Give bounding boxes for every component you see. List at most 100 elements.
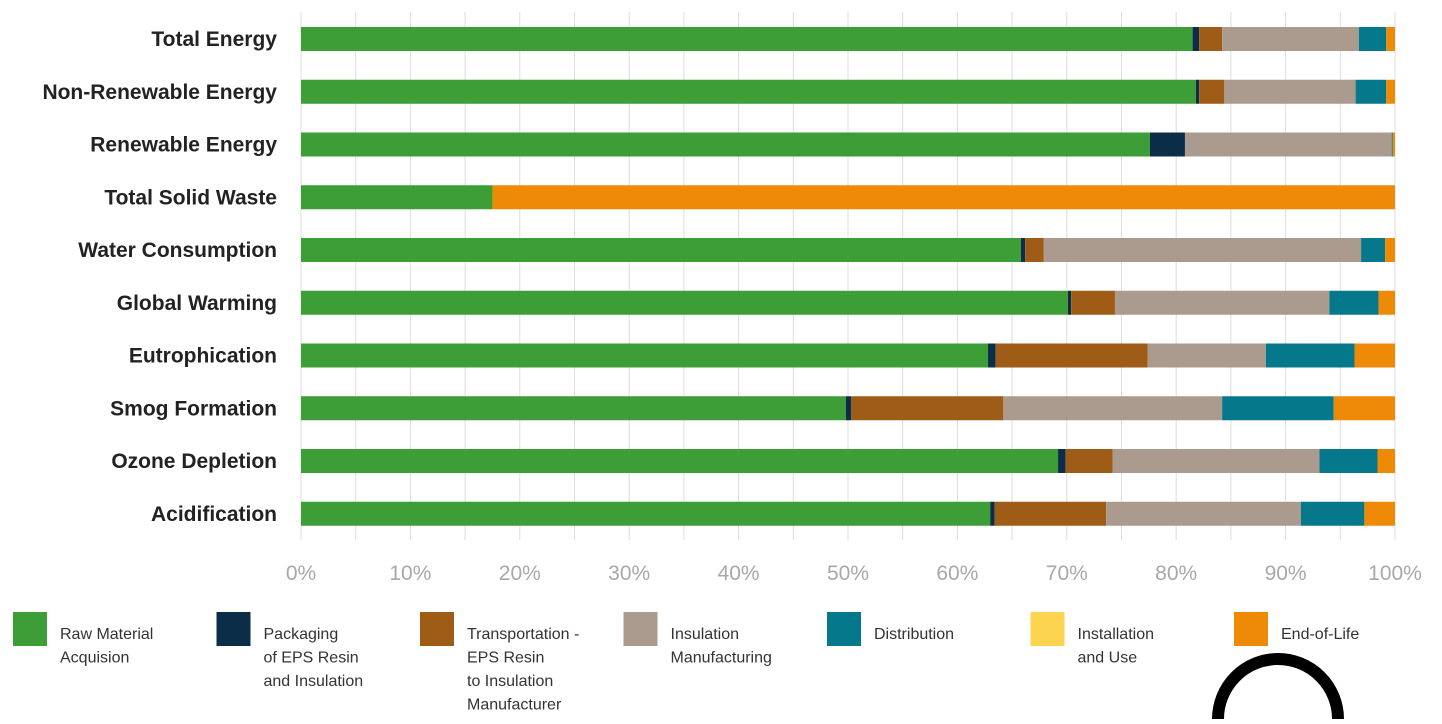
bar-segment <box>1329 290 1379 315</box>
bar-segment <box>1025 238 1044 262</box>
legend-label: Transportation - <box>467 626 579 643</box>
bar-segment <box>301 343 989 368</box>
x-tick-label: 60% <box>936 562 978 585</box>
bar-segment <box>1386 27 1395 51</box>
category-labels: Total Energy Non-Renewable Energy Renewabl… <box>42 28 277 526</box>
legend-label: End-of-Life <box>1281 626 1359 643</box>
x-axis-tick-labels: 0% 10% 20% 30% 40% 50% 60% 70% 80% 90% 100% <box>286 562 1422 585</box>
legend-label: Raw Material <box>60 626 153 643</box>
category-label: Eutrophication <box>129 345 277 368</box>
bar-segment <box>1392 132 1395 157</box>
bar-segment <box>988 343 996 368</box>
category-label: Water Consumption <box>78 239 277 262</box>
legend-label: Manufacturing <box>671 650 772 667</box>
bar-segment <box>1354 343 1395 368</box>
bar-segment <box>845 396 852 421</box>
legend-swatch <box>623 612 658 646</box>
bar-segment <box>301 132 1150 157</box>
bar-segment <box>1114 290 1330 315</box>
legend-label: Manufacturer <box>467 697 562 714</box>
bar-segment <box>301 501 991 526</box>
x-tick-label: 50% <box>827 562 869 585</box>
legend-swatch <box>1030 612 1065 646</box>
bar-segment <box>1377 449 1395 473</box>
legend-label: Packaging <box>264 626 339 643</box>
bar-segment <box>1106 501 1301 526</box>
legend-label: to Insulation <box>467 673 553 690</box>
bar-segment <box>994 501 1107 526</box>
decoration <box>1212 653 1344 720</box>
category-label: Non-Renewable Energy <box>42 81 277 104</box>
bar-segment <box>492 185 1395 210</box>
category-label: Ozone Depletion <box>111 450 277 473</box>
x-tick-label: 90% <box>1265 562 1307 585</box>
category-label: Acidification <box>151 503 277 526</box>
legend-item: Insulation Manufacturing <box>623 612 772 667</box>
category-label: Total Energy <box>151 28 277 51</box>
bar-segment <box>1199 79 1225 104</box>
x-tick-label: 20% <box>499 562 541 585</box>
legend-label: EPS Resin <box>467 650 544 667</box>
legend-swatch <box>827 612 861 646</box>
bar-segment <box>1199 27 1223 51</box>
legend-swatch <box>420 612 454 646</box>
bar-segment <box>1300 501 1365 526</box>
legend-item: End-of-Life <box>1234 612 1359 646</box>
bar-segment <box>301 27 1193 51</box>
bar-segment <box>1067 290 1072 315</box>
bar-segment <box>1003 396 1223 421</box>
bar-segment <box>1222 27 1359 51</box>
legend-swatch <box>13 612 47 646</box>
bar-segment <box>990 501 995 526</box>
bar-segment <box>1043 238 1362 262</box>
legend-label: and Insulation <box>264 673 364 690</box>
x-tick-label: 40% <box>718 562 760 585</box>
bar-segment <box>1385 238 1395 262</box>
bar-segment <box>1361 238 1386 262</box>
category-label: Smog Formation <box>110 397 277 420</box>
bar-segment <box>1319 449 1378 473</box>
bar-segment <box>1386 79 1395 104</box>
x-tick-label: 30% <box>608 562 650 585</box>
legend-label: Insulation <box>671 626 740 643</box>
legend-label: Installation <box>1078 626 1155 643</box>
bar-segment <box>301 79 1196 104</box>
bar-segment <box>301 449 1059 473</box>
legend-item: Packaging of EPS Resin and Insulation <box>216 612 364 690</box>
x-tick-label: 70% <box>1046 562 1088 585</box>
bar-segment <box>1364 501 1395 526</box>
legend-item: Raw Material Acquision <box>13 612 153 667</box>
bar-segment <box>1358 27 1387 51</box>
category-label: Global Warming <box>117 292 277 315</box>
legend-swatch <box>216 612 251 646</box>
bar-segment <box>1058 449 1066 473</box>
legend-label: Acquision <box>60 650 129 667</box>
legend-item: Transportation - EPS Resin to Insulation Ma… <box>420 612 579 714</box>
bar-segment <box>301 290 1068 315</box>
bar-segment <box>1184 132 1392 157</box>
legend-item: Distribution <box>827 612 954 646</box>
bar-segment <box>1149 132 1185 157</box>
bars <box>301 27 1395 526</box>
category-label: Total Solid Waste <box>104 186 277 209</box>
bar-segment <box>1192 27 1200 51</box>
legend-item: Installation and Use <box>1030 612 1155 667</box>
x-tick-label: 100% <box>1368 562 1422 585</box>
legend-label: and Use <box>1078 650 1138 667</box>
bar-segment <box>301 396 846 421</box>
bar-segment <box>1020 238 1026 262</box>
bar-segment <box>301 185 493 210</box>
bar-segment <box>1065 449 1113 473</box>
legend-label: Distribution <box>874 626 954 643</box>
bar-segment <box>1222 396 1334 421</box>
bar-segment <box>301 238 1021 262</box>
bar-segment <box>1391 132 1393 157</box>
partial-circle-logo <box>1212 653 1344 720</box>
bar-segment <box>1112 449 1320 473</box>
bar-segment <box>1195 79 1200 104</box>
bar-segment <box>1378 290 1395 315</box>
x-tick-label: 0% <box>286 562 316 585</box>
bar-segment <box>1147 343 1266 368</box>
x-tick-label: 80% <box>1155 562 1197 585</box>
legend-swatch <box>1234 612 1268 646</box>
